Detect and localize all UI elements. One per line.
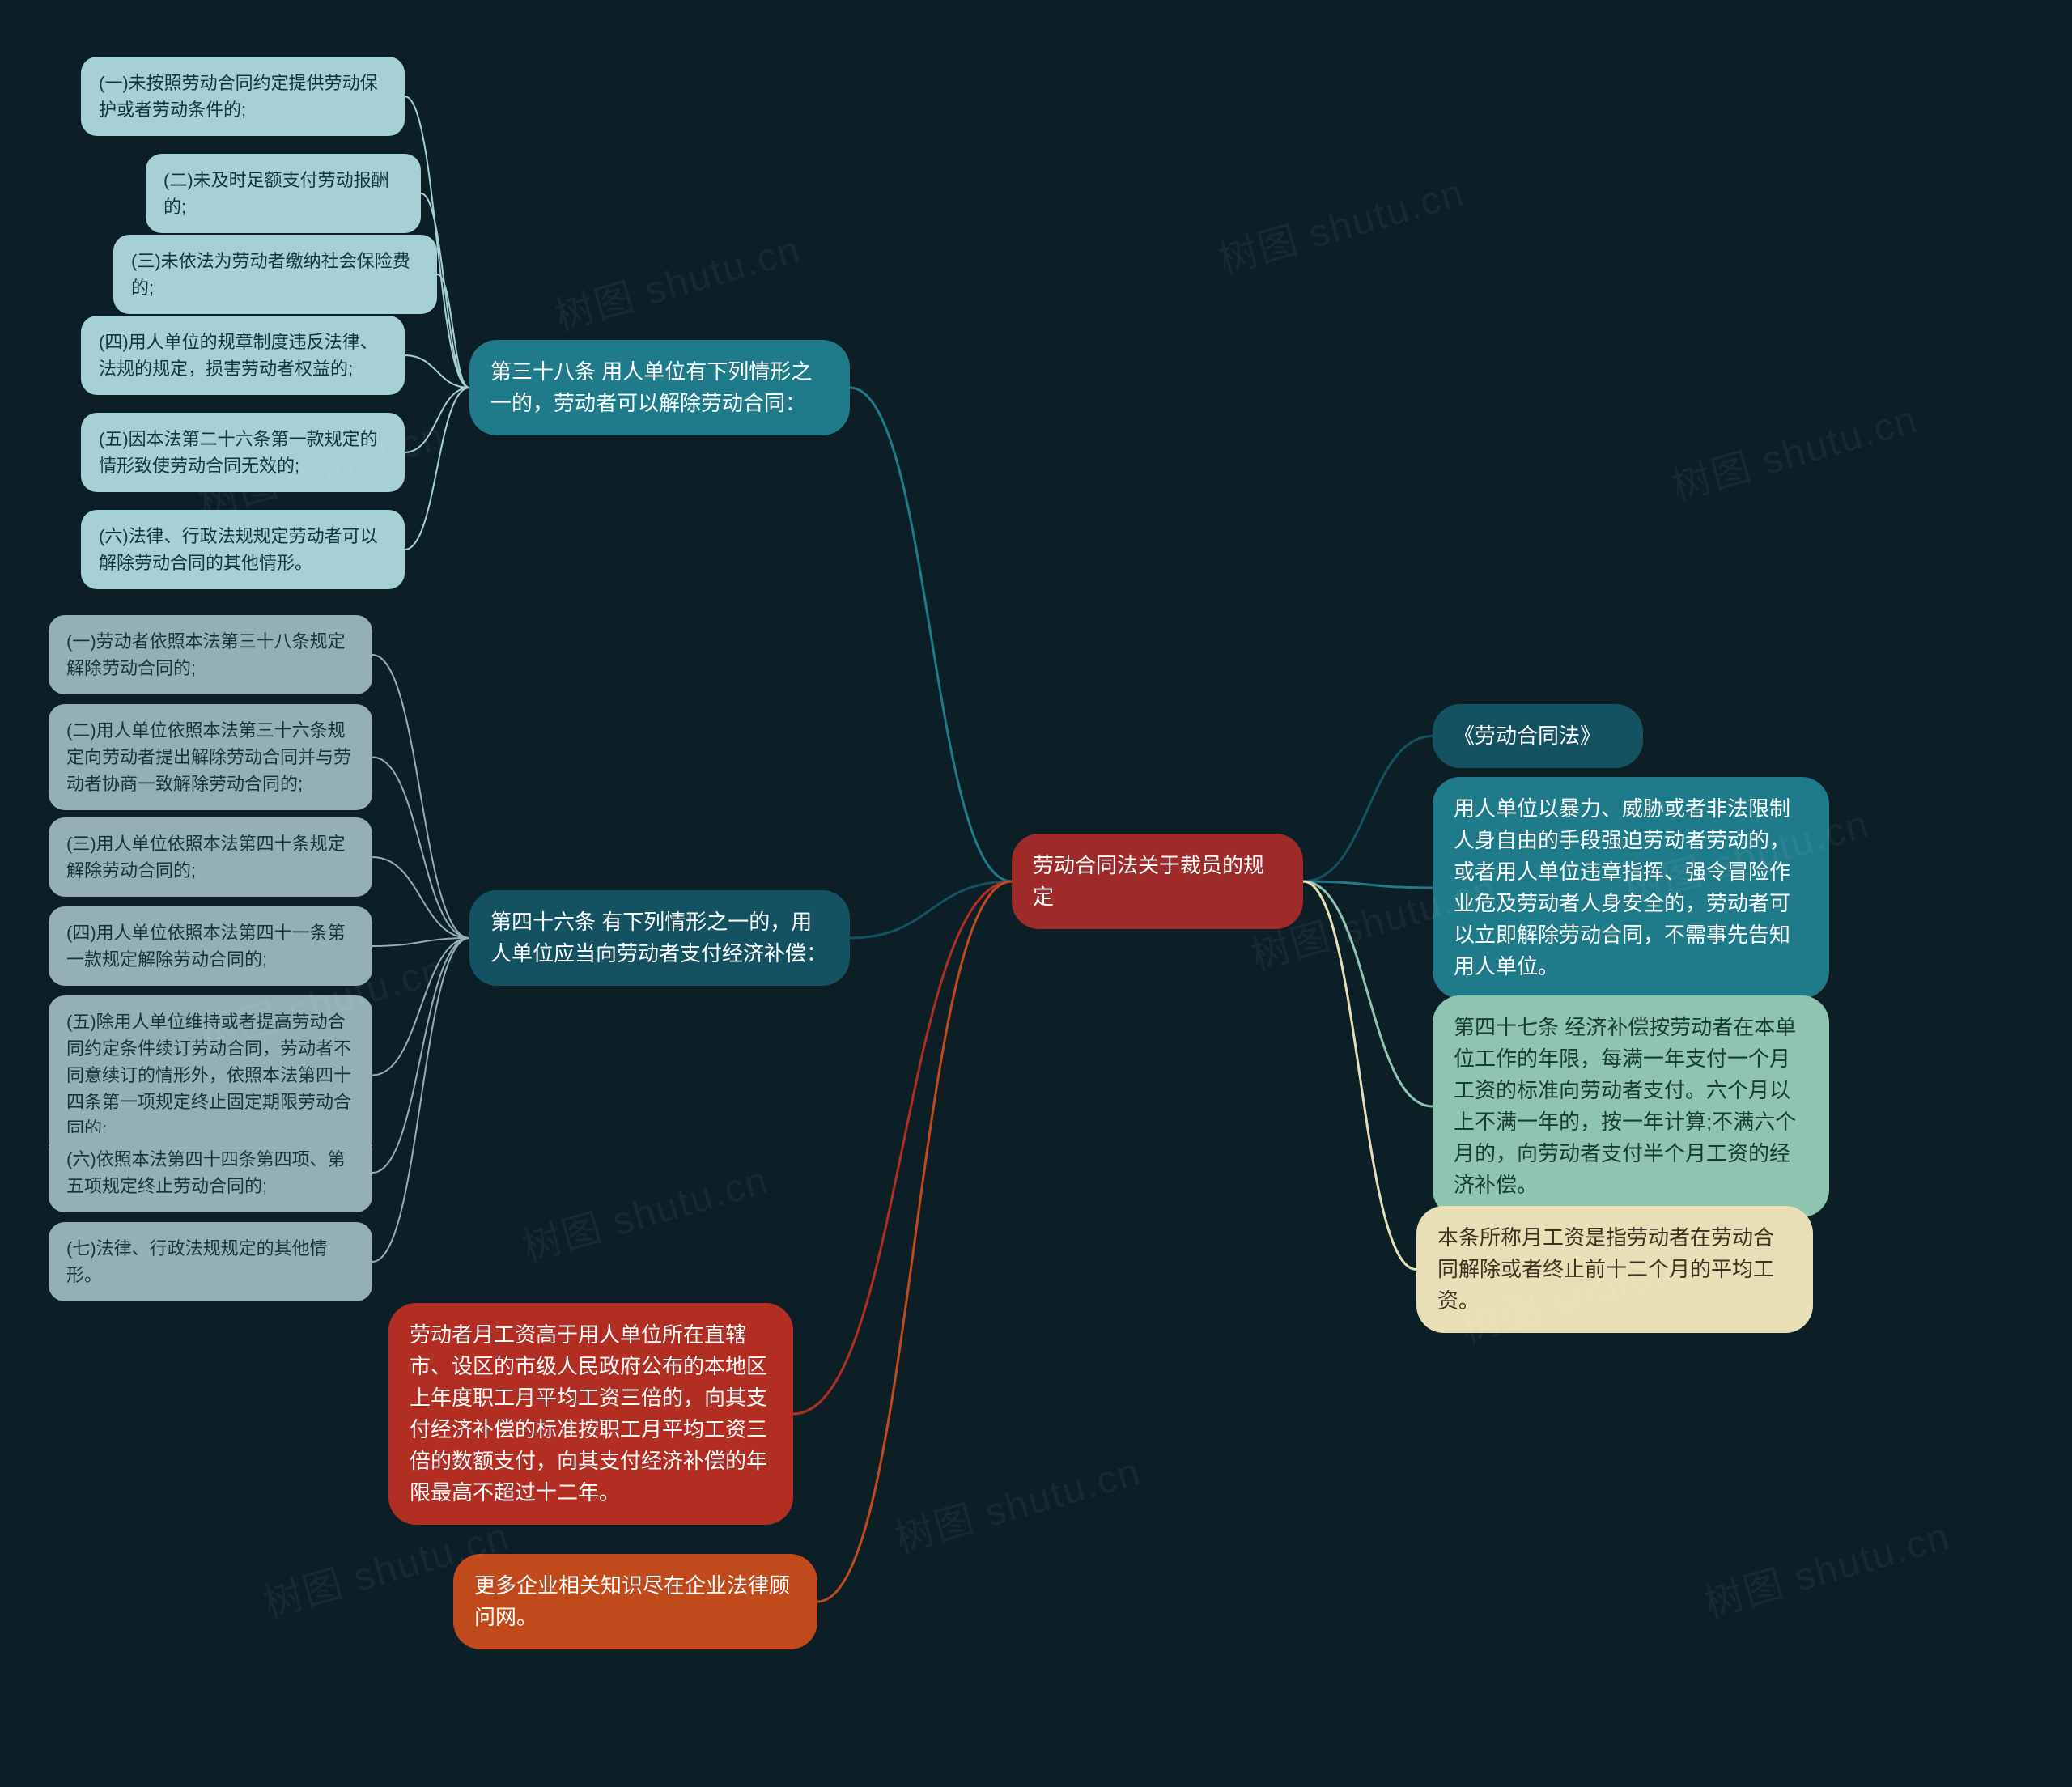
node-l1e: (五)因本法第二十六条第一款规定的情形致使劳动合同无效的; (81, 413, 405, 492)
node-root: 劳动合同法关于裁员的规定 (1012, 834, 1303, 929)
node-l1a: (一)未按照劳动合同约定提供劳动保护或者劳动条件的; (81, 57, 405, 136)
node-r1: 《劳动合同法》 (1433, 704, 1643, 768)
watermark: 树图 shutu.cn (1211, 160, 1470, 285)
node-l1d: (四)用人单位的规章制度违反法律、法规的规定，损害劳动者权益的; (81, 316, 405, 395)
node-l3: 劳动者月工资高于用人单位所在直辖市、设区的市级人民政府公布的本地区上年度职工月平… (388, 1303, 793, 1525)
node-l2c: (三)用人单位依照本法第四十条规定解除劳动合同的; (49, 817, 372, 897)
node-l2g: (七)法律、行政法规规定的其他情形。 (49, 1222, 372, 1301)
node-l2f: (六)依照本法第四十四条第四项、第五项规定终止劳动合同的; (49, 1133, 372, 1212)
node-l2d: (四)用人单位依照本法第四十一条第一款规定解除劳动合同的; (49, 906, 372, 986)
node-l4: 更多企业相关知识尽在企业法律顾问网。 (453, 1554, 817, 1649)
mindmap-canvas: 劳动合同法关于裁员的规定 《劳动合同法》用人单位以暴力、威胁或者非法限制人身自由的… (0, 0, 2072, 1787)
watermark: 树图 shutu.cn (1696, 1504, 1955, 1628)
watermark: 树图 shutu.cn (1664, 387, 1923, 511)
node-l1: 第三十八条 用人单位有下列情形之一的，劳动者可以解除劳动合同： (469, 340, 850, 435)
node-l1c: (三)未依法为劳动者缴纳社会保险费的; (113, 235, 437, 314)
node-r3: 第四十七条 经济补偿按劳动者在本单位工作的年限，每满一年支付一个月工资的标准向劳… (1433, 995, 1829, 1217)
node-r2: 用人单位以暴力、威胁或者非法限制人身自由的手段强迫劳动者劳动的，或者用人单位违章… (1433, 777, 1829, 999)
watermark: 树图 shutu.cn (547, 217, 806, 342)
watermark: 树图 shutu.cn (887, 1439, 1146, 1564)
node-l2b: (二)用人单位依照本法第三十六条规定向劳动者提出解除劳动合同并与劳动者协商一致解… (49, 704, 372, 810)
node-l1f: (六)法律、行政法规规定劳动者可以解除劳动合同的其他情形。 (81, 510, 405, 589)
watermark: 树图 shutu.cn (515, 1148, 774, 1272)
node-l1b: (二)未及时足额支付劳动报酬的; (146, 154, 421, 233)
node-l2a: (一)劳动者依照本法第三十八条规定解除劳动合同的; (49, 615, 372, 694)
node-l2e: (五)除用人单位维持或者提高劳动合同约定条件续订劳动合同，劳动者不同意续订的情形… (49, 995, 372, 1155)
node-l2: 第四十六条 有下列情形之一的，用人单位应当向劳动者支付经济补偿： (469, 890, 850, 986)
node-r4: 本条所称月工资是指劳动者在劳动合同解除或者终止前十二个月的平均工资。 (1416, 1206, 1813, 1333)
